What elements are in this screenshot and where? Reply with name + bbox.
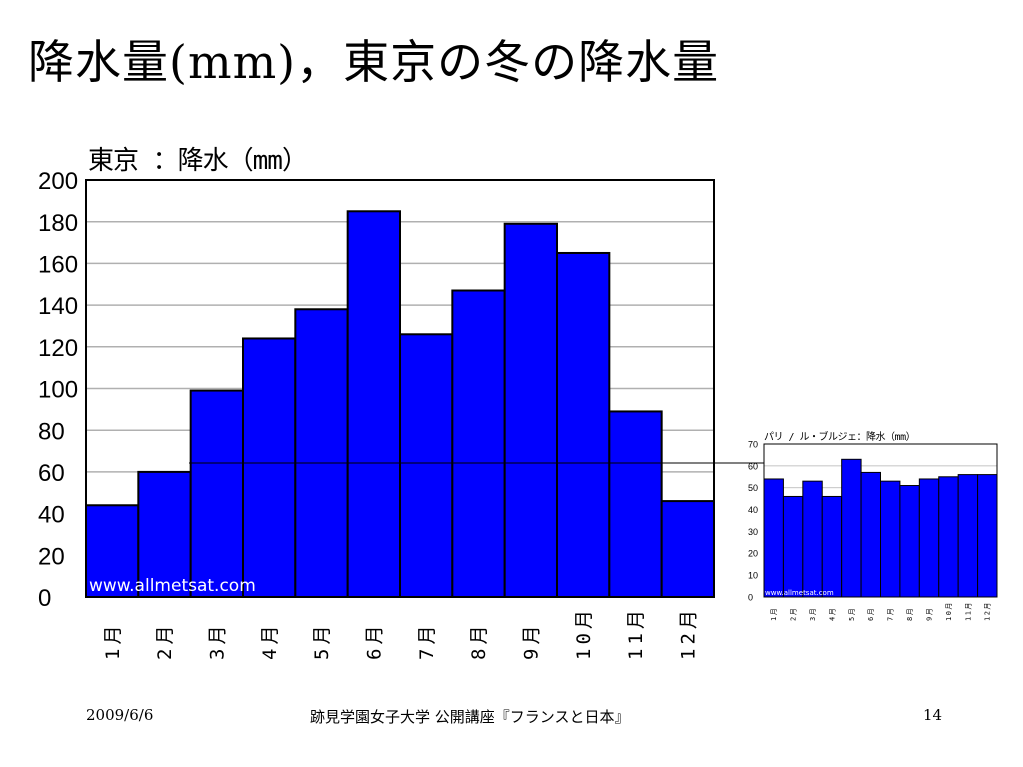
tokyo-bar-7: [399, 333, 454, 598]
slide-title: 降水量(mm)，東京の冬の降水量: [28, 35, 720, 89]
paris-x-tick-label: 2月: [790, 607, 798, 621]
paris-y-tick-label: 30: [748, 527, 758, 537]
paris-x-tick-label: 3月: [809, 607, 817, 621]
paris-bar-3: [802, 480, 823, 598]
paris-x-tick-label: 12月: [984, 601, 992, 621]
tokyo-x-tick-label: 5月: [311, 622, 333, 660]
tokyo-y-tick-label: 200: [38, 168, 78, 195]
paris-plot-frame: [763, 443, 998, 598]
paris-bar-2: [782, 495, 804, 598]
footer-date: 2009/6/6: [86, 706, 154, 724]
paris-bar-7: [880, 480, 901, 598]
tokyo-x-tick-label: 10月: [573, 606, 595, 660]
tokyo-watermark: www.allmetsat.com: [89, 576, 256, 596]
tokyo-x-tick-label: 3月: [206, 622, 228, 660]
tokyo-y-tick-label: 160: [38, 252, 78, 279]
tokyo-bar-5: [294, 308, 349, 598]
tokyo-y-tick-label: 40: [38, 502, 65, 529]
footer-course-title: 跡見学園女子大学 公開講座『フランスと日本』: [310, 708, 630, 726]
tokyo-y-tick-label: 140: [38, 293, 78, 320]
paris-bar-11: [957, 474, 979, 598]
paris-bar-5: [841, 458, 862, 598]
tokyo-y-tick-label: 100: [38, 377, 78, 404]
tokyo-x-tick-label: 2月: [154, 622, 176, 660]
tokyo-bar-11: [608, 410, 663, 598]
paris-y-tick-label: 60: [748, 461, 758, 471]
tokyo-y-tick-label: 180: [38, 210, 78, 237]
paris-x-tick-label: 9月: [925, 607, 933, 621]
paris-x-tick-label: 10月: [945, 601, 953, 621]
tokyo-x-tick-label: 6月: [363, 622, 385, 660]
tokyo-y-tick-label: 20: [38, 543, 65, 570]
paris-chart-title: パリ / ル・ブルジェ：降水（mm）: [764, 432, 916, 443]
tokyo-x-tick-label: 11月: [625, 606, 647, 660]
paris-x-tick-label: 4月: [828, 607, 836, 621]
paris-y-tick-label: 70: [748, 439, 758, 449]
tokyo-y-tick-label: 80: [38, 418, 65, 445]
tokyo-y-tick-label: 60: [38, 460, 65, 487]
paris-x-tick-label: 5月: [848, 607, 856, 621]
paris-bar-1: [763, 478, 784, 598]
paris-y-tick-label: 20: [748, 549, 758, 559]
paris-bar-12: [977, 474, 998, 598]
paris-bar-6: [860, 471, 881, 598]
paris-x-tick-label: 1月: [770, 607, 778, 621]
paris-x-tick-label: 7月: [887, 607, 895, 621]
page-number: 14: [923, 706, 943, 724]
tokyo-y-tick-label: 0: [38, 585, 51, 612]
paris-y-tick-label: 0: [748, 592, 753, 602]
tokyo-bar-10: [556, 251, 611, 598]
paris-x-tick-label: 6月: [867, 607, 875, 621]
tokyo-x-tick-label: 12月: [677, 606, 699, 660]
paris-y-tick-label: 40: [748, 505, 758, 515]
paris-y-tick-label: 10: [748, 571, 758, 581]
tokyo-x-tick-label: 9月: [520, 622, 542, 660]
paris-bar-10: [938, 476, 959, 598]
tokyo-plot-frame: [85, 179, 715, 598]
tokyo-y-tick-label: 120: [38, 335, 78, 362]
tokyo-x-tick-label: 4月: [259, 622, 281, 660]
tokyo-bar-8: [451, 289, 506, 598]
paris-x-tick-label: 8月: [906, 607, 914, 621]
paris-bar-9: [918, 478, 940, 598]
tokyo-bar-2: [137, 470, 192, 598]
paris-bar-4: [821, 495, 843, 598]
tokyo-bar-9: [503, 222, 558, 598]
paris-x-tick-label: 11月: [964, 601, 972, 621]
paris-y-tick-label: 50: [748, 483, 758, 493]
tokyo-x-tick-label: 7月: [416, 622, 438, 660]
tokyo-chart-title: 東京 ：降水（mm）: [88, 146, 308, 176]
paris-watermark: www.allmetsat.com: [765, 589, 834, 597]
tokyo-bar-6: [346, 210, 401, 598]
tokyo-x-tick-label: 8月: [468, 622, 490, 660]
tokyo-x-tick-label: 1月: [102, 622, 124, 660]
paris-bar-8: [899, 485, 920, 598]
